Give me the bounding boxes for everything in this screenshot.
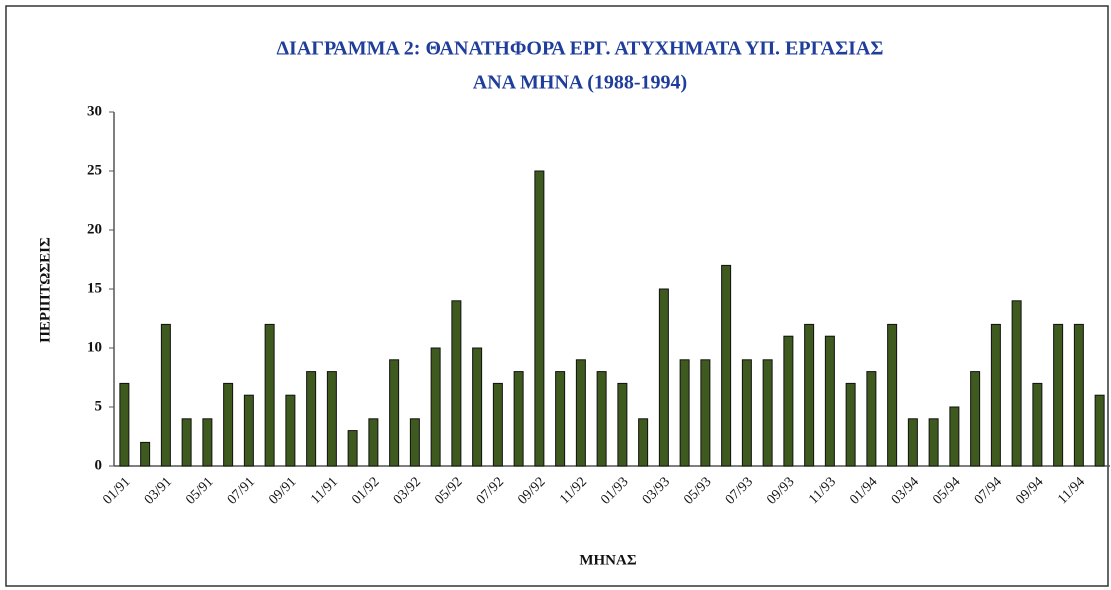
bar xyxy=(306,371,317,467)
x-tick-label: 11/91 xyxy=(308,474,341,507)
bar xyxy=(430,347,441,467)
bar xyxy=(990,323,1001,467)
y-tick-label: 25 xyxy=(87,162,102,178)
y-tick-label: 20 xyxy=(87,221,102,237)
bar xyxy=(1011,300,1022,467)
x-tick-label: 01/94 xyxy=(847,474,880,507)
x-tick-label: 05/93 xyxy=(681,474,714,507)
bar xyxy=(119,382,130,467)
bar xyxy=(347,430,358,467)
bar xyxy=(617,382,628,467)
bar xyxy=(970,371,981,467)
bar xyxy=(389,359,400,467)
bar xyxy=(949,406,960,467)
bar xyxy=(783,335,794,467)
x-tick-label: 07/92 xyxy=(474,474,507,507)
bar xyxy=(513,371,524,467)
x-tick-label: 11/93 xyxy=(806,474,839,507)
x-tick-label: 05/94 xyxy=(930,474,963,507)
bar xyxy=(534,170,545,467)
bar xyxy=(409,418,420,467)
x-axis-label: ΜΗΝΑΣ xyxy=(579,552,636,568)
bar xyxy=(575,359,586,467)
y-tick-label: 10 xyxy=(87,339,102,355)
y-tick-label: 30 xyxy=(87,103,102,119)
bar xyxy=(845,382,856,467)
bar xyxy=(243,394,254,467)
bar xyxy=(472,347,483,467)
x-tick-label: 01/92 xyxy=(349,474,382,507)
bar xyxy=(264,323,275,467)
bar xyxy=(451,300,462,467)
x-tick-label: 11/92 xyxy=(557,474,590,507)
bar xyxy=(928,418,939,467)
bar xyxy=(492,382,503,467)
x-tick-label: 07/91 xyxy=(225,474,258,507)
bar xyxy=(658,288,669,467)
x-tick-label: 03/94 xyxy=(889,474,922,507)
bar xyxy=(804,323,815,467)
bar xyxy=(1094,394,1105,467)
bar xyxy=(555,371,566,467)
bar xyxy=(762,359,773,467)
bar xyxy=(824,335,835,467)
y-axis-label: ΠΕΡΙΠΤΩΣΕΙΣ xyxy=(37,237,53,343)
bar xyxy=(741,359,752,467)
bar xyxy=(887,323,898,467)
bar xyxy=(700,359,711,467)
x-tick-label: 03/92 xyxy=(391,474,424,507)
bar xyxy=(181,418,192,467)
bar xyxy=(368,418,379,467)
x-tick-label: 07/94 xyxy=(972,474,1005,507)
bar xyxy=(596,371,607,467)
bar xyxy=(866,371,877,467)
x-tick-label: 09/94 xyxy=(1013,474,1046,507)
chart-title: ΑΝΑ ΜΗΝΑ (1988-1994) xyxy=(473,72,687,94)
bar xyxy=(638,418,649,467)
bar xyxy=(202,418,213,467)
bar xyxy=(721,264,732,467)
bar xyxy=(679,359,690,467)
bar xyxy=(1032,382,1043,467)
x-tick-label: 07/93 xyxy=(723,474,756,507)
x-tick-label: 09/91 xyxy=(266,474,299,507)
frame xyxy=(5,5,1109,587)
bar xyxy=(907,418,918,467)
x-tick-label: 03/91 xyxy=(142,474,175,507)
x-tick-label: 05/92 xyxy=(432,474,465,507)
x-tick-label: 09/92 xyxy=(515,474,548,507)
bar xyxy=(1073,323,1084,467)
bar xyxy=(285,394,296,467)
x-tick-label: 05/91 xyxy=(183,474,216,507)
y-tick-label: 5 xyxy=(95,398,103,414)
bar xyxy=(140,441,151,467)
x-tick-label: 01/91 xyxy=(100,474,133,507)
chart-title: ΔΙΑΓΡΑΜΜΑ 2: ΘΑΝΑΤΗΦΟΡΑ ΕΡΓ. ΑΤΥΧΗΜΑΤΑ Υ… xyxy=(277,38,884,60)
bar xyxy=(160,323,171,467)
bar xyxy=(1053,323,1064,467)
bar xyxy=(223,382,234,467)
y-tick-label: 0 xyxy=(95,457,103,473)
x-tick-label: 09/93 xyxy=(764,474,797,507)
x-tick-label: 03/93 xyxy=(640,474,673,507)
x-tick-label: 01/93 xyxy=(598,474,631,507)
bar xyxy=(326,371,337,467)
y-tick-label: 15 xyxy=(87,280,102,296)
x-tick-label: 11/94 xyxy=(1055,474,1088,507)
